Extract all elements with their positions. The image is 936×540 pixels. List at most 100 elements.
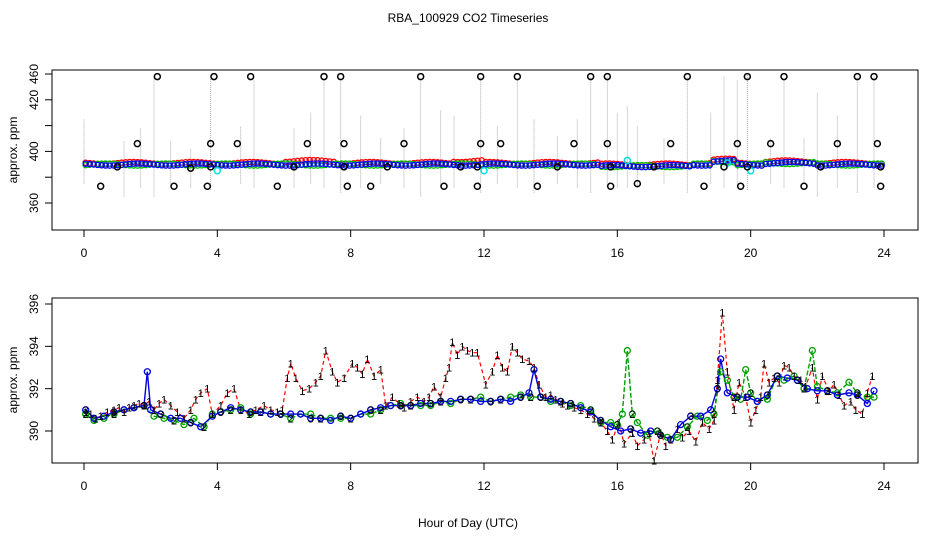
bottom-label-3: 3: [794, 375, 800, 387]
bottom-label-2: 2: [774, 371, 780, 383]
bottom-label-1: 1: [766, 377, 772, 389]
top-point-3: [678, 162, 685, 169]
top-point-cyan: [623, 156, 632, 165]
bottom-point-3: [247, 408, 255, 416]
top-point-3: [322, 160, 329, 168]
top-point-flag: [340, 163, 348, 171]
top-point-3: [838, 160, 845, 168]
top-point-flag: [416, 72, 425, 81]
bottom-label-1: 1: [209, 409, 215, 421]
top-point-flag: [873, 139, 882, 148]
bottom-point-2: [477, 393, 485, 401]
bottom-point-3: [147, 406, 155, 414]
bottom-label-2: 2: [378, 405, 384, 417]
top-point-3: [818, 162, 825, 169]
bottom-label-1: 1: [536, 379, 542, 391]
bottom-point-3: [140, 401, 148, 410]
bottom-point-3: [487, 397, 495, 406]
top-point-3: [282, 162, 289, 169]
top-point-3: [546, 160, 553, 167]
bottom-point-3: [713, 385, 721, 393]
top-point-3: [406, 162, 413, 169]
top-point-3: [158, 162, 165, 169]
top-point-3: [806, 160, 813, 167]
top-point-flag: [633, 179, 642, 188]
bottom-label-1: 1: [146, 396, 152, 408]
bottom-point-3: [637, 429, 645, 437]
bottom-label-1: 1: [504, 367, 510, 379]
top-point-3: [778, 159, 785, 166]
top-point-3: [830, 161, 837, 169]
top-point-3: [186, 160, 193, 168]
bottom-label-1: 1: [383, 401, 389, 413]
top-point-flag: [440, 182, 448, 190]
bottom-label-1: 1: [674, 424, 680, 436]
bottom-point-3: [597, 416, 605, 425]
bottom-label-1: 1: [204, 384, 210, 396]
top-point-3: [486, 160, 493, 167]
bottom-label-1: 1: [454, 350, 460, 362]
top-point-3: [586, 162, 593, 169]
top-point-3: [738, 160, 745, 168]
top-point-3: [326, 161, 333, 168]
bottom-point-2: [577, 401, 585, 410]
bottom-point-3: [387, 401, 395, 410]
top-x-tick-label: 20: [744, 246, 758, 260]
bottom-point-2: [507, 393, 515, 401]
bottom-label-1: 1: [174, 407, 180, 419]
top-point-3: [662, 162, 669, 169]
top-point-3: [410, 162, 417, 169]
bottom-label-1: 1: [449, 337, 455, 349]
bottom-label-1: 1: [658, 428, 664, 440]
top-point-1: [294, 157, 301, 165]
bottom-point-2: [327, 414, 335, 422]
bottom-point-3: [845, 389, 853, 397]
bottom-point-3: [287, 410, 295, 418]
bottom-point-3: [627, 425, 635, 433]
top-y-tick-label: 420: [27, 89, 41, 109]
bottom-label-1: 1: [224, 388, 230, 400]
bottom-point-3: [517, 393, 525, 401]
bottom-label-3: 3: [628, 424, 634, 436]
top-point-flag: [113, 163, 122, 171]
bottom-label-1: 1: [514, 348, 520, 360]
bottom-label-1: 1: [268, 405, 274, 417]
top-point-3: [842, 160, 849, 167]
bottom-point-3: [130, 404, 138, 412]
bottom-point-3: [587, 408, 595, 416]
bottom-point-2: [633, 418, 641, 427]
top-point-flag: [766, 139, 775, 148]
bottom-point-3: [237, 406, 245, 414]
bottom-point-3: [853, 391, 861, 399]
bottom-point-3: [773, 372, 781, 380]
bottom-point-2: [287, 414, 295, 422]
bottom-point-3: [467, 395, 475, 403]
bottom-label-1: 1: [88, 409, 94, 421]
bottom-point-2: [607, 418, 615, 427]
bottom-label-1: 1: [111, 405, 117, 417]
bottom-point-3: [477, 397, 485, 406]
bottom-label-1: 1: [359, 369, 365, 381]
bottom-point-2: [208, 410, 216, 418]
top-point-flag: [96, 182, 105, 190]
bottom-point-3: [197, 423, 205, 431]
bottom-label-2: 2: [731, 392, 737, 404]
top-point-3: [394, 161, 401, 169]
top-point-3: [254, 160, 261, 167]
top-point-3: [618, 162, 625, 169]
top-point-3: [594, 161, 601, 168]
bottom-point-3: [813, 387, 821, 395]
bottom-label-1: 1: [354, 363, 360, 375]
bottom-point-2: [377, 406, 385, 414]
bottom-point-3: [187, 418, 195, 427]
top-point-3: [274, 161, 281, 169]
bottom-label-3: 3: [518, 392, 524, 404]
bottom-label-1: 1: [781, 360, 787, 372]
top-point-3: [138, 160, 145, 167]
top-point-3: [122, 161, 129, 168]
bottom-label-1: 1: [443, 373, 449, 385]
top-point-3: [202, 160, 209, 168]
top-point-3: [794, 158, 801, 166]
top-point-3: [178, 161, 185, 168]
top-point-3: [710, 158, 717, 165]
